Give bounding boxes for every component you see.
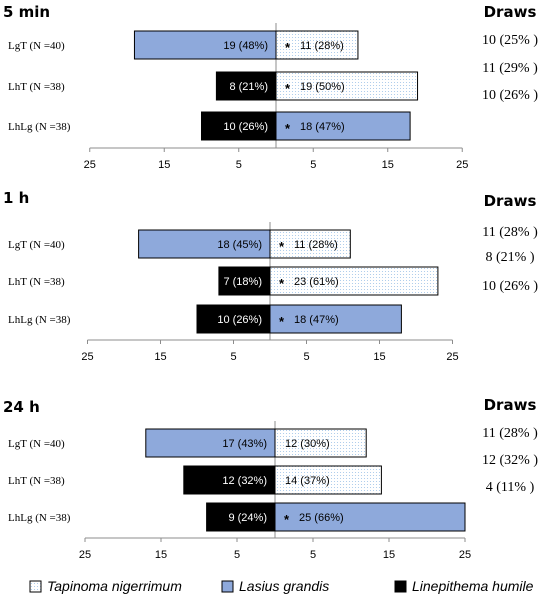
draws-value: 8 (21% ) [486, 250, 535, 265]
x-tick-label: 25 [79, 549, 91, 561]
bar-right-label: 11 (28%) [300, 40, 344, 52]
row-label: LhT (N =38) [8, 81, 65, 93]
chart-panel-3: 24 h 25 15 5 5 15 25 LgT (N =40) 17 (43%) 12 (30%… [3, 396, 538, 561]
x-tick-label: 15 [154, 351, 166, 363]
legend-item-lasius: Lasius grandis [221, 578, 329, 594]
legend-label: Lasius grandis [239, 578, 329, 594]
legend-item-linepithema: Linepithema humile [394, 578, 534, 594]
row-label: LhLg (N =38) [8, 121, 71, 133]
draws-value: 11 (29% ) [482, 61, 538, 76]
chart-panel-1: 5 min 25 15 5 5 15 25 LgT (N =40) 19 (48%) * 11 (2… [3, 3, 538, 171]
significance-star: * [279, 276, 285, 291]
bar-left [218, 266, 271, 296]
significance-star: * [279, 314, 285, 329]
bar-right [269, 304, 402, 334]
x-tick-label: 5 [234, 549, 240, 561]
bar-left-label: 12 (32%) [222, 475, 267, 487]
bar-left [145, 428, 276, 458]
row-label: LhT (N =38) [8, 475, 65, 487]
legend-swatch [221, 580, 234, 593]
bar-right [274, 502, 466, 532]
draws-heading: Draws [484, 396, 537, 414]
x-tick-label: 25 [84, 159, 96, 171]
bar-right-label: 11 (28%) [294, 239, 338, 251]
bar-left-label: 7 (18%) [223, 276, 262, 288]
bar-left-label: 19 (48%) [223, 40, 268, 52]
bar-right [269, 229, 351, 259]
x-tick-label: 15 [382, 159, 394, 171]
x-tick-label: 25 [446, 351, 458, 363]
bar-left [215, 71, 277, 101]
draws-heading: Draws [484, 3, 537, 21]
x-tick-label: 15 [373, 351, 385, 363]
bar-left [206, 502, 276, 532]
draws-value: 4 (11% ) [486, 480, 535, 495]
row-label: LhLg (N =38) [8, 314, 71, 326]
bar-left-label: 8 (21%) [229, 81, 268, 93]
x-tick-label: 5 [236, 159, 242, 171]
x-tick-label: 15 [155, 549, 167, 561]
bar-right-label: 18 (47%) [294, 314, 339, 326]
legend-label: Linepithema humile [412, 578, 534, 594]
x-tick-label: 15 [158, 159, 170, 171]
draws-value: 11 (28% ) [482, 225, 538, 240]
legend-item-tapinoma: Tapinoma nigerrimum [29, 578, 182, 594]
legend-swatch [29, 580, 42, 593]
bar-left [201, 111, 277, 141]
significance-star: * [279, 239, 285, 254]
bar-left-label: 9 (24%) [228, 512, 267, 524]
draws-value: 12 (32% ) [482, 453, 538, 468]
x-tick-label: 25 [81, 351, 93, 363]
row-label: LgT (N =40) [8, 239, 65, 251]
x-tick-label: 5 [310, 159, 316, 171]
x-tick-label: 5 [303, 351, 309, 363]
row-label: LgT (N =40) [8, 438, 65, 450]
panel-title: 1 h [3, 189, 29, 207]
x-tick-label: 15 [383, 549, 395, 561]
bar-left-label: 17 (43%) [222, 438, 267, 450]
bar-left-label: 10 (26%) [223, 121, 268, 133]
bar-left [133, 30, 277, 60]
bar-right-label: 18 (47%) [300, 121, 345, 133]
chart-panel-2: 1 h 25 15 5 5 15 25 LgT (N =40) 18 (45%) * 11 (28%… [3, 189, 538, 363]
row-label: LhT (N =38) [8, 276, 65, 288]
bar-right-label: 14 (37%) [285, 475, 330, 487]
bar-right-label: 12 (30%) [285, 438, 330, 450]
legend-label: Tapinoma nigerrimum [47, 578, 182, 594]
draws-value: 10 (25% ) [482, 33, 538, 48]
draws-value: 10 (26% ) [482, 88, 538, 103]
panel-title: 24 h [3, 398, 40, 416]
significance-star: * [285, 121, 291, 136]
bar-left [183, 465, 276, 495]
bar-right [274, 465, 382, 495]
bar-right [275, 30, 359, 60]
bar-right [275, 71, 419, 101]
draws-value: 10 (26% ) [482, 279, 538, 294]
bar-right [274, 428, 367, 458]
panel-title: 5 min [3, 3, 50, 21]
bar-left-label: 18 (45%) [217, 239, 262, 251]
significance-star: * [284, 512, 290, 527]
x-tick-label: 25 [456, 159, 468, 171]
bar-right-label: 25 (66%) [299, 512, 344, 524]
row-label: LhLg (N =38) [8, 512, 71, 524]
bar-right-label: 23 (61%) [294, 276, 339, 288]
bar-left [138, 229, 271, 259]
bar-left-label: 10 (26%) [217, 314, 262, 326]
bar-right [275, 111, 411, 141]
x-tick-label: 5 [230, 351, 236, 363]
bar-right [269, 266, 439, 296]
legend-swatch [394, 580, 407, 593]
x-tick-label: 5 [310, 549, 316, 561]
significance-star: * [285, 81, 291, 96]
row-label: LgT (N =40) [8, 40, 65, 52]
x-tick-label: 25 [459, 549, 471, 561]
draws-heading: Draws [484, 192, 537, 210]
significance-star: * [285, 40, 291, 55]
draws-value: 11 (28% ) [482, 426, 538, 441]
bar-right-label: 19 (50%) [300, 81, 345, 93]
